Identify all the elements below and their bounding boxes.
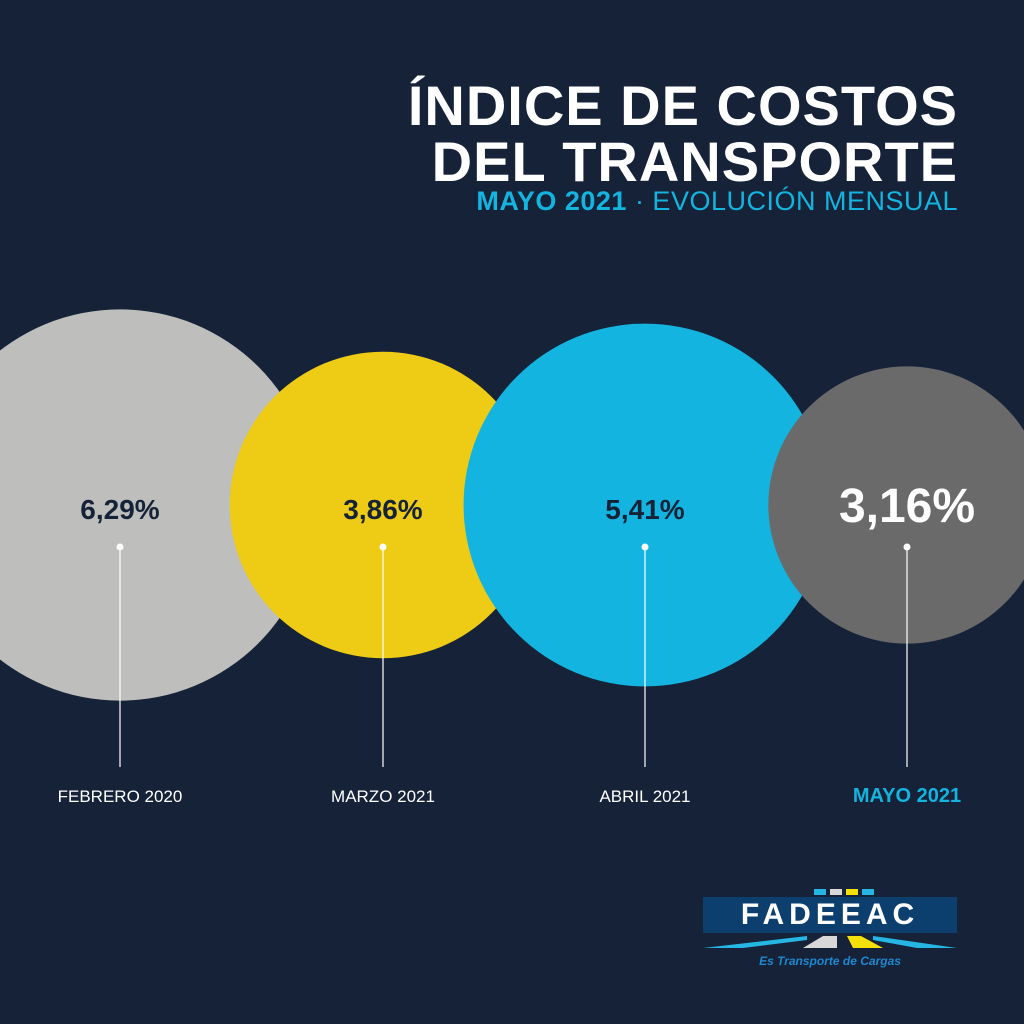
title-line-2: DEL TRANSPORTE [431, 130, 958, 193]
category-label: ABRIL 2021 [599, 787, 690, 806]
category-label: FEBRERO 2020 [58, 787, 183, 806]
logo-name: FADEEAC [740, 898, 920, 931]
logo-box [703, 897, 957, 933]
bubble-0 [0, 309, 316, 701]
bubble-2 [463, 323, 827, 687]
value-label: 3,16% [839, 480, 975, 533]
leader-dot [379, 543, 387, 551]
value-label: 3,86% [343, 494, 422, 525]
value-label: 5,41% [605, 494, 684, 525]
value-label: 6,29% [80, 494, 159, 525]
leader-dot [116, 543, 124, 551]
logo-tagline: Es Transporte de Cargas [759, 954, 901, 968]
category-label: MARZO 2021 [331, 787, 435, 806]
title-line-1: ÍNDICE DE COSTOS [407, 74, 958, 137]
bubble-1 [229, 351, 537, 659]
logo-graphic [703, 889, 957, 948]
subtitle: MAYO 2021 · EVOLUCIÓN MENSUAL [476, 186, 958, 217]
leader-dot [903, 543, 911, 551]
subtitle-text: · EVOLUCIÓN MENSUAL [626, 186, 958, 216]
page-title: ÍNDICE DE COSTOS DEL TRANSPORTE [408, 78, 958, 190]
leader-dot [641, 543, 649, 551]
bubble-3 [768, 366, 1024, 644]
category-label: MAYO 2021 [853, 785, 961, 807]
subtitle-date: MAYO 2021 [476, 186, 627, 216]
fadeeac-logo: FADEEAC Es Transporte de Cargas [703, 886, 957, 976]
